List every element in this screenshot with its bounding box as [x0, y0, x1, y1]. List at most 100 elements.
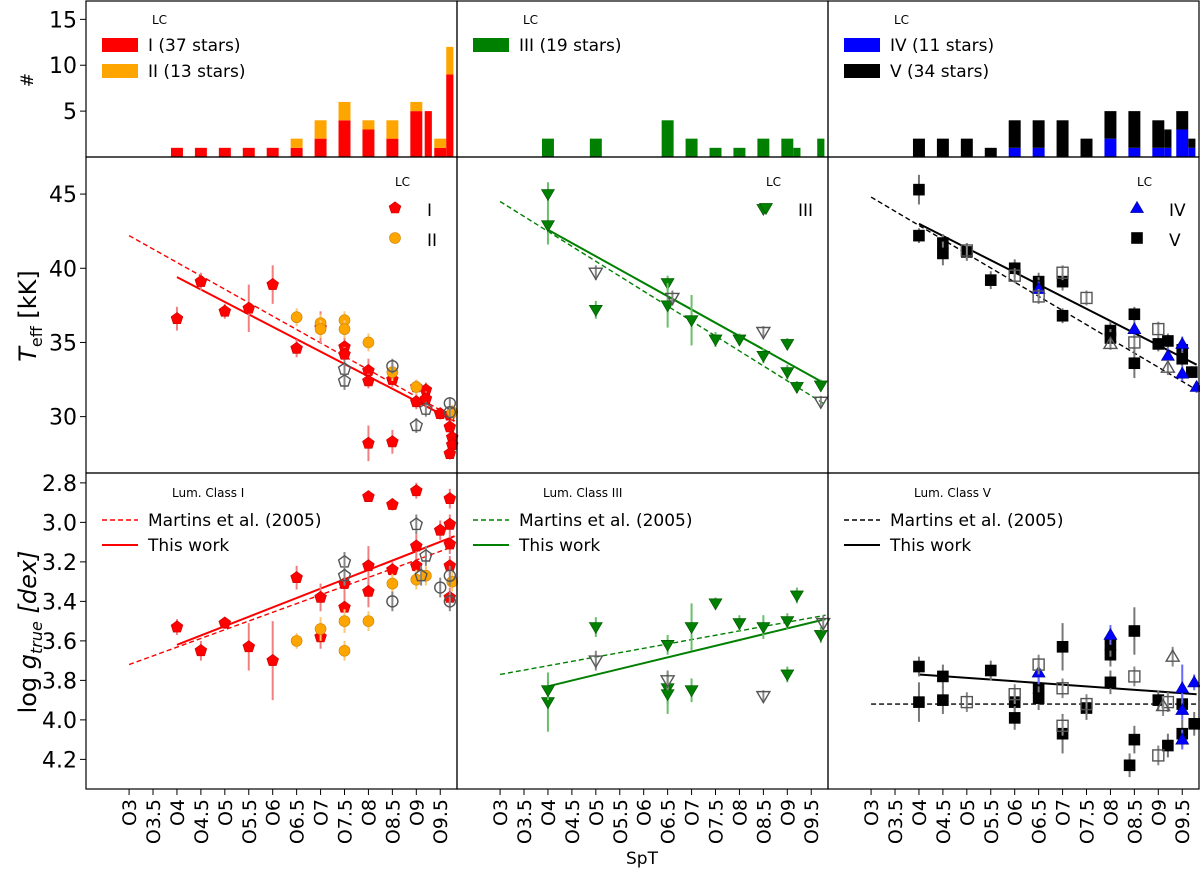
- logg-point-III: [780, 669, 795, 682]
- logg-point-V: [1123, 759, 1136, 772]
- logg-panel-2: Lum. Class V Martins et al. (2005) This wo…: [844, 486, 1200, 778]
- teff-point-I: [290, 341, 303, 354]
- legend-swatch: [102, 64, 138, 78]
- panel-frame: [85, 0, 458, 158]
- logg-point-II: [362, 615, 375, 627]
- logg-point-III: [789, 590, 804, 603]
- teff-point-I: [242, 301, 256, 314]
- logg-point-III: [660, 639, 675, 652]
- logg-log: log: [14, 669, 42, 713]
- legend-label: III: [798, 201, 813, 221]
- logg-point-V: [1128, 733, 1141, 746]
- logg-point-V: [1008, 712, 1021, 724]
- logg-point-V: [1188, 718, 1200, 730]
- teff-point-V: [1162, 335, 1174, 347]
- logg-point-III: [755, 690, 772, 705]
- teff-point-II: [443, 405, 457, 419]
- hist-bar-V: [912, 138, 925, 157]
- martins-line: [499, 614, 826, 676]
- hist-bar-III: [781, 138, 794, 157]
- hist-bar-I: [194, 147, 207, 157]
- teff-point-III: [588, 304, 603, 317]
- teff-point-V: [1008, 269, 1021, 282]
- x-tick-label: O7: [1053, 799, 1075, 826]
- hist-bar-III: [757, 138, 770, 157]
- y-tick-label: 35: [49, 331, 77, 356]
- logg-point-IV: [1175, 702, 1190, 715]
- teff-point-III: [813, 396, 829, 410]
- hist-bar-I: [386, 138, 399, 157]
- hist-bar-IV: [1128, 147, 1141, 157]
- teff-panel-1: LC III: [499, 175, 829, 410]
- teff-point-III: [540, 220, 555, 233]
- x-tick-label: O9.5: [1172, 799, 1194, 844]
- x-tick-label: O3.5: [885, 799, 907, 844]
- legend-label: II (13 stars): [148, 62, 246, 82]
- logg-point-V: [1104, 676, 1117, 689]
- teff-point-III: [780, 339, 795, 352]
- hist-bar-III: [589, 138, 602, 157]
- logg-point-I: [443, 537, 457, 550]
- fit-line: [918, 673, 1197, 696]
- logg-point-I: [362, 559, 375, 572]
- hist-panel-0: LC I (37 stars) II (13 stars): [102, 13, 454, 157]
- legend-swatch: [844, 38, 880, 52]
- hist-panel-2: LC IV (11 stars) V (34 stars): [844, 13, 1196, 157]
- teff-point-I: [409, 418, 424, 432]
- hist-bar-II: [362, 120, 375, 130]
- hist-bar-V: [1188, 138, 1196, 148]
- hist-bar-III: [661, 120, 674, 157]
- teff-point-III: [684, 315, 699, 328]
- x-tick-label: O5.5: [239, 799, 261, 844]
- teff-point-IV: [1160, 348, 1175, 361]
- fit-line: [547, 618, 826, 688]
- hist-bar-I: [362, 129, 375, 157]
- y-tick-label: 10: [49, 54, 77, 79]
- hist-bar-II: [434, 138, 447, 148]
- logg-point-V: [913, 696, 925, 708]
- legend-marker: [1129, 200, 1145, 213]
- x-tick-label: O6.5: [287, 799, 309, 844]
- logg-point-V: [1128, 670, 1141, 683]
- hist-bar-V: [936, 138, 949, 157]
- legend-title: LC: [152, 13, 167, 27]
- logg-point-I: [242, 640, 256, 653]
- legend-swatch: [102, 38, 138, 52]
- legend-label: This work: [147, 536, 229, 556]
- hist-bar-III: [709, 147, 722, 157]
- x-tick-label: O9.5: [430, 799, 452, 844]
- logg-point-IV: [1175, 681, 1190, 694]
- legend-title: LC: [1137, 175, 1152, 189]
- legend-marker: [758, 203, 774, 216]
- legend-swatch: [473, 38, 509, 52]
- legend-label: Martins et al. (2005): [148, 511, 322, 531]
- logg-point-III: [684, 622, 699, 635]
- teff-point-IV: [1127, 322, 1142, 334]
- logg-point-I: [386, 498, 399, 510]
- legend-title: LC: [894, 13, 909, 27]
- x-tick-label: O4: [909, 799, 931, 826]
- x-tick-label: O4.5: [562, 799, 584, 844]
- logg-point-V: [960, 695, 974, 709]
- logg-point-I: [443, 492, 457, 505]
- teff-point-I: [386, 435, 399, 448]
- teff-point-V: [913, 229, 925, 242]
- teff-point-I: [443, 420, 457, 433]
- hist-bar-IV: [1032, 147, 1045, 157]
- y-tick-label: 5: [63, 100, 77, 125]
- teff-point-V: [1128, 357, 1141, 370]
- x-tick-label: O6: [263, 799, 285, 826]
- logg-point-II: [314, 623, 327, 635]
- hist-bar-III: [793, 147, 801, 157]
- y-tick-label: 40: [49, 257, 77, 282]
- logg-point-I: [410, 484, 423, 497]
- logg-point-I: [386, 563, 399, 576]
- teff-point-V: [1152, 322, 1165, 336]
- logg-point-V: [1080, 697, 1093, 711]
- hist-bar-I: [266, 147, 279, 157]
- hist-bar-I: [410, 111, 423, 157]
- teff-point-V: [1176, 352, 1189, 365]
- martins-line: [870, 196, 1197, 391]
- logg-point-I: [414, 568, 428, 582]
